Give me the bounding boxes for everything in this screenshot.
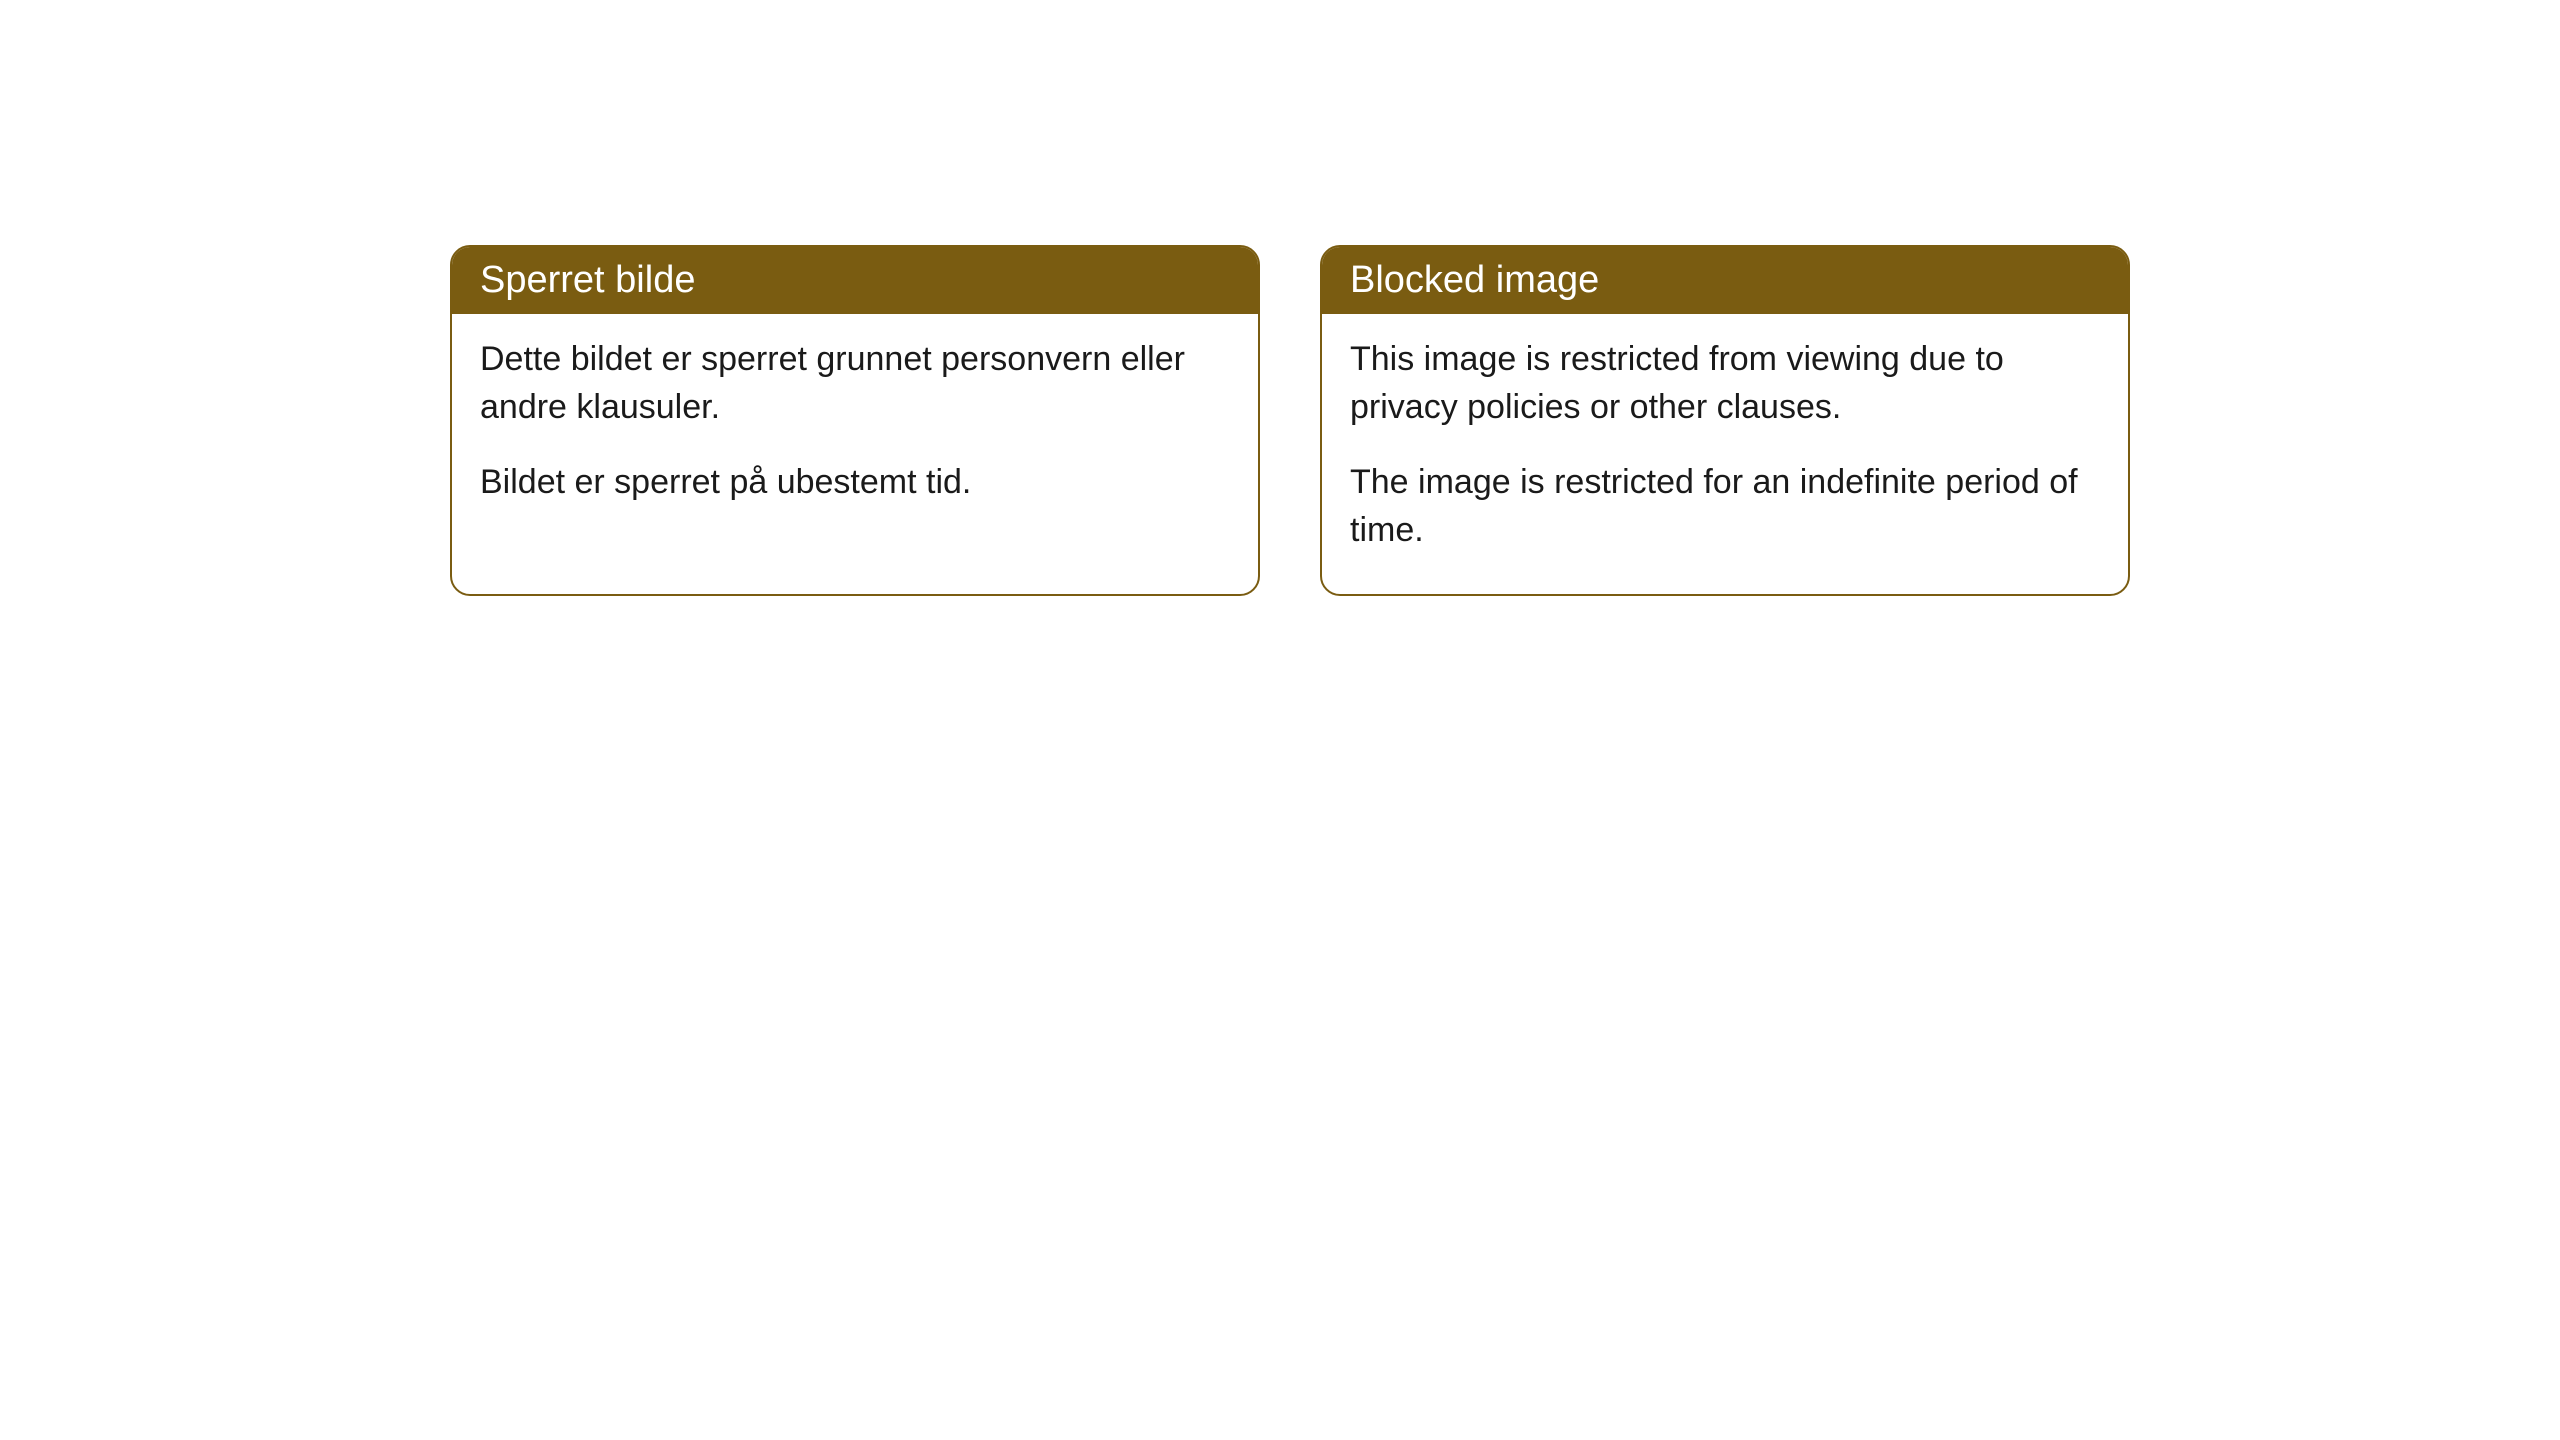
card-body-no: Dette bildet er sperret grunnet personve… (452, 314, 1258, 547)
card-paragraph-en-1: This image is restricted from viewing du… (1350, 336, 2100, 431)
card-paragraph-no-2: Bildet er sperret på ubestemt tid. (480, 459, 1230, 507)
card-title-no: Sperret bilde (480, 259, 695, 301)
card-title-en: Blocked image (1350, 259, 1599, 301)
card-paragraph-no-1: Dette bildet er sperret grunnet personve… (480, 336, 1230, 431)
card-header-en: Blocked image (1322, 247, 2128, 314)
cards-container: Sperret bilde Dette bildet er sperret gr… (450, 245, 2130, 596)
card-norwegian: Sperret bilde Dette bildet er sperret gr… (450, 245, 1260, 596)
card-english: Blocked image This image is restricted f… (1320, 245, 2130, 596)
card-paragraph-en-2: The image is restricted for an indefinit… (1350, 459, 2100, 554)
card-body-en: This image is restricted from viewing du… (1322, 314, 2128, 594)
card-header-no: Sperret bilde (452, 247, 1258, 314)
